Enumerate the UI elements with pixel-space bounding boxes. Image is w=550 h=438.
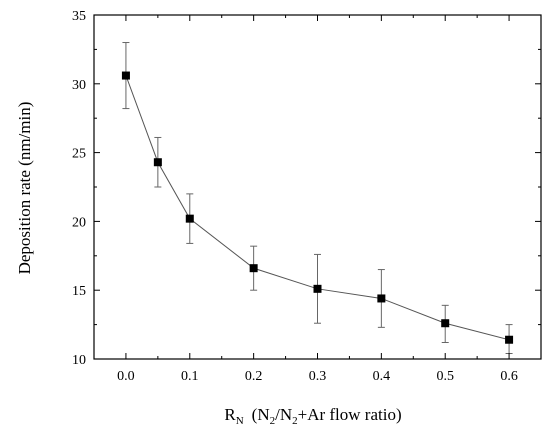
data-point (249, 264, 258, 273)
y-tick-label: 20 (72, 215, 86, 230)
x-tick-label: 0.0 (117, 369, 135, 384)
x-axis-title: RN (N2/N2+Ar flow ratio) (224, 405, 401, 427)
data-point (121, 71, 130, 80)
x-axis-title-sub1: 2 (270, 415, 276, 427)
y-tick-label: 35 (72, 9, 86, 24)
data-point (185, 214, 194, 223)
x-axis-title-main: R (224, 405, 236, 424)
data-point (441, 319, 450, 328)
data-point (153, 158, 162, 167)
x-tick-label: 0.6 (500, 369, 518, 384)
x-axis-title-sub2: 2 (292, 415, 298, 427)
y-tick-label: 25 (72, 147, 86, 162)
x-tick-label: 0.5 (436, 369, 454, 384)
x-axis-title-paren-open: (N (252, 405, 270, 424)
series-line (125, 75, 510, 341)
x-tick-label: 0.2 (245, 369, 263, 384)
axis-ticks: 0.0 0.1 0.2 0.3 0.4 0.5 0.6 10 15 20 25 30 35 (72, 9, 541, 384)
x-axis-title-slash: /N (275, 405, 292, 424)
x-axis-title-main-sub: N (236, 415, 244, 427)
y-axis-title: Deposition rate (nm/min) (15, 102, 34, 275)
x-axis-title-rest: +Ar flow ratio) (298, 405, 402, 424)
x-tick-label: 0.4 (373, 369, 391, 384)
y-tick-label: 30 (72, 78, 86, 93)
data-point (505, 335, 514, 344)
y-tick-label: 15 (72, 284, 86, 299)
x-tick-label: 0.3 (309, 369, 327, 384)
chart-marks (121, 42, 514, 354)
y-tick-label: 10 (72, 353, 86, 368)
x-tick-label: 0.1 (181, 369, 199, 384)
data-point (313, 284, 322, 293)
data-point (377, 294, 386, 303)
